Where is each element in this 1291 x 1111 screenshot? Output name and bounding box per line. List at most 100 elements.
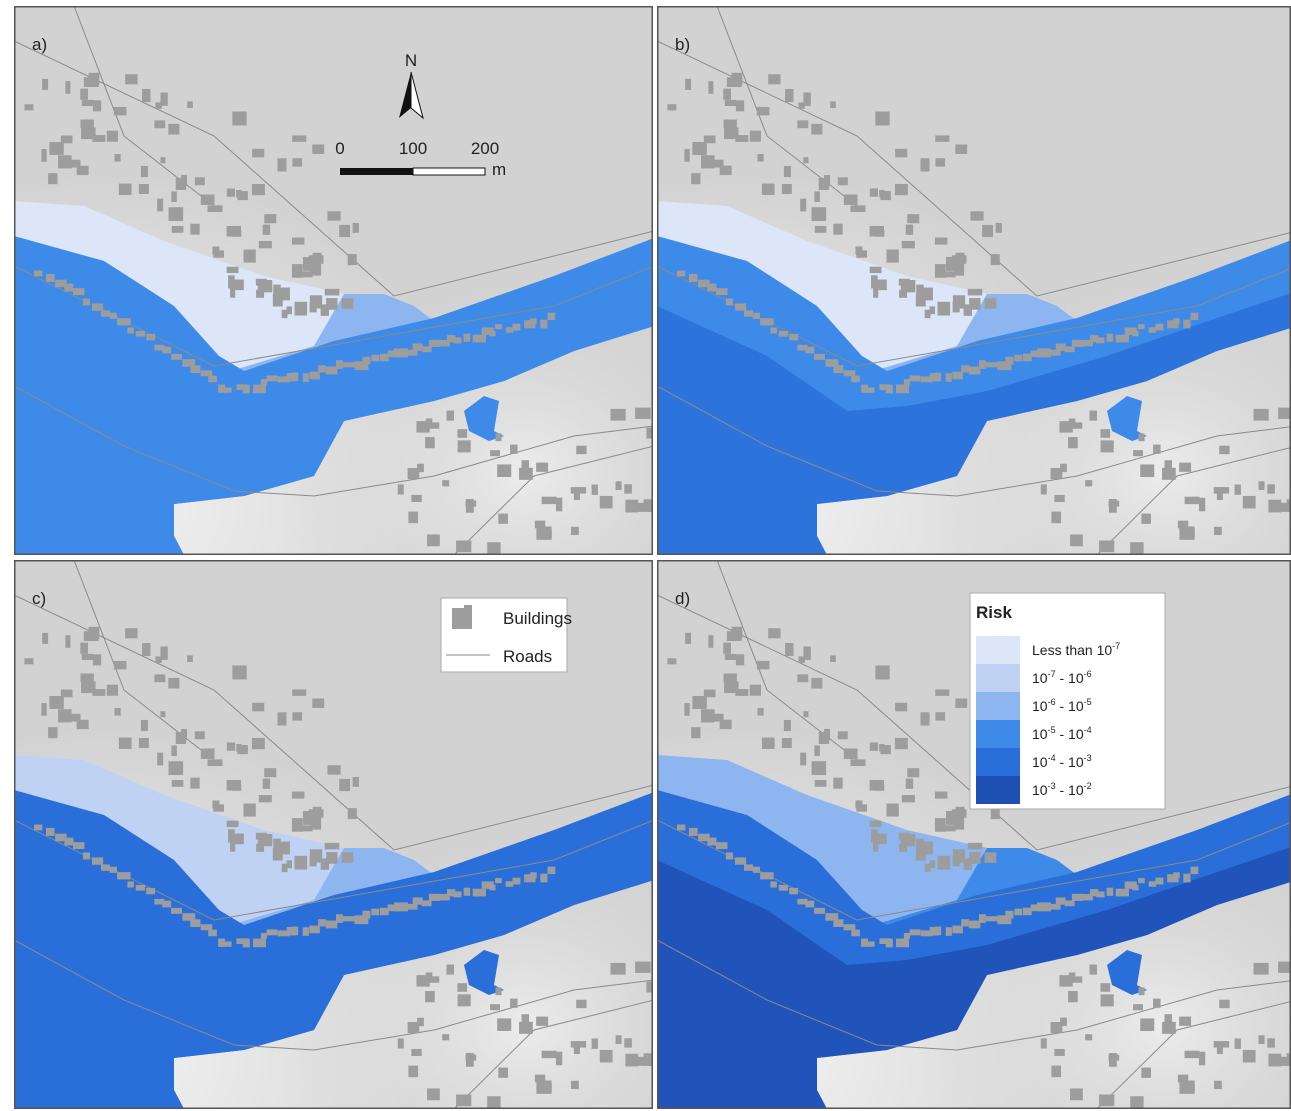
building	[726, 298, 733, 305]
building	[938, 856, 951, 870]
building	[171, 354, 182, 360]
scale-segment	[413, 168, 485, 175]
building	[232, 231, 241, 237]
building	[556, 1052, 562, 1066]
scale-segment	[340, 168, 413, 175]
legend-label: 10-4 - 10-3	[1032, 753, 1092, 770]
building	[861, 939, 868, 947]
building	[1235, 484, 1241, 494]
building	[522, 460, 530, 470]
building	[201, 370, 213, 376]
building	[725, 100, 736, 106]
building	[851, 930, 860, 937]
building	[784, 166, 791, 177]
building	[996, 223, 1002, 233]
building	[154, 674, 165, 682]
building	[160, 157, 165, 163]
building	[256, 844, 264, 852]
building	[886, 939, 893, 948]
building	[490, 1004, 500, 1010]
building	[1165, 460, 1173, 470]
building	[326, 921, 338, 929]
building	[616, 481, 622, 490]
building	[510, 445, 517, 454]
building	[171, 191, 176, 202]
building	[236, 190, 241, 197]
building	[110, 313, 117, 319]
legend-label: 10-6 - 10-5	[1032, 697, 1092, 714]
building	[292, 792, 305, 799]
label-text: 10	[1032, 726, 1048, 742]
building	[114, 661, 127, 669]
building	[303, 263, 314, 271]
building	[879, 190, 884, 197]
building	[58, 155, 72, 168]
building	[979, 360, 986, 369]
building	[446, 965, 454, 975]
building	[339, 779, 350, 791]
building	[61, 136, 73, 144]
building	[946, 817, 957, 825]
building	[224, 387, 231, 392]
building	[935, 689, 949, 695]
building	[797, 120, 808, 128]
building	[716, 842, 727, 849]
building	[425, 437, 435, 448]
building	[770, 327, 776, 333]
building	[704, 690, 716, 698]
building	[1179, 526, 1194, 539]
building	[101, 864, 110, 870]
building	[227, 188, 235, 196]
building	[107, 685, 118, 696]
building	[1138, 878, 1145, 883]
building	[723, 89, 731, 100]
building	[935, 158, 945, 166]
building	[814, 191, 819, 202]
building	[413, 898, 423, 905]
building	[961, 365, 969, 372]
building	[833, 365, 843, 373]
building	[411, 495, 421, 502]
building	[1243, 1050, 1256, 1063]
building	[506, 881, 514, 887]
building	[119, 738, 132, 749]
building	[489, 885, 495, 891]
building	[208, 376, 217, 383]
building	[556, 498, 562, 512]
building	[906, 225, 913, 235]
building	[201, 748, 215, 759]
building	[1268, 1054, 1281, 1067]
building	[1153, 445, 1160, 454]
building	[300, 825, 313, 831]
building	[92, 303, 103, 310]
superscript: -4	[1048, 753, 1056, 763]
superscript: -2	[1084, 781, 1092, 791]
building	[73, 842, 84, 849]
building	[691, 173, 700, 184]
label-text: 10	[1032, 782, 1048, 798]
building	[425, 991, 435, 1002]
building	[1165, 1014, 1173, 1024]
building	[1099, 541, 1114, 553]
building	[142, 89, 150, 102]
building	[830, 101, 836, 108]
building	[348, 808, 357, 819]
building	[946, 373, 952, 382]
building	[339, 225, 350, 237]
building	[1059, 421, 1072, 432]
building	[264, 768, 276, 777]
building	[760, 872, 773, 879]
panel-label: a)	[32, 35, 47, 54]
legend-swatch	[976, 636, 1020, 664]
building	[498, 1068, 508, 1078]
building	[782, 738, 792, 748]
building	[1254, 963, 1269, 975]
building	[489, 331, 495, 337]
building	[456, 1095, 471, 1107]
building	[952, 372, 963, 380]
building	[886, 804, 898, 817]
building	[498, 514, 508, 524]
building	[42, 79, 48, 90]
building	[80, 673, 93, 682]
building	[212, 246, 219, 254]
